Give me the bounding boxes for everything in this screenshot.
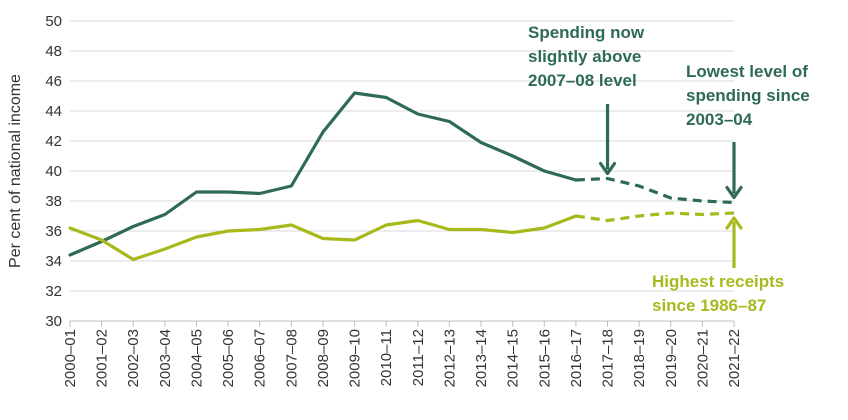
x-tick-label: 2000–01 bbox=[62, 329, 79, 387]
x-tick-label: 2004–05 bbox=[188, 329, 205, 387]
y-tick-label: 38 bbox=[45, 193, 62, 210]
y-tick-label: 46 bbox=[45, 73, 62, 90]
x-tick-label: 2016–17 bbox=[568, 329, 585, 387]
annotations: Spending now slightly above 2007–08 level L… bbox=[528, 23, 810, 315]
arrow-head bbox=[598, 161, 617, 176]
annotation-lowest-spending-line: spending since bbox=[686, 86, 810, 105]
annotation-lowest-spending-line: Lowest level of bbox=[686, 62, 808, 81]
x-tick-label: 2002–03 bbox=[125, 329, 142, 387]
y-axis-title: Per cent of national income bbox=[7, 74, 24, 268]
annotation-arrow-highest-receipts bbox=[725, 216, 743, 268]
receipts-line-forecast bbox=[575, 211, 735, 223]
x-tick-label: 2017–18 bbox=[600, 329, 617, 387]
x-tick-label: 2019–20 bbox=[663, 329, 680, 387]
x-tick-label: 2009–10 bbox=[347, 329, 364, 387]
y-tick-label: 40 bbox=[45, 163, 62, 180]
arrow-head bbox=[725, 216, 743, 230]
series-lines bbox=[68, 91, 735, 262]
annotation-spending-above-2007-line: Spending now bbox=[528, 23, 645, 42]
x-tick-label: 2020–21 bbox=[694, 329, 711, 387]
x-tick-label: 2001–02 bbox=[94, 329, 111, 387]
arrow-head bbox=[725, 185, 743, 200]
x-tick-label: 2007–08 bbox=[283, 329, 300, 387]
annotation-spending-above-2007-line: 2007–08 level bbox=[528, 71, 637, 90]
y-tick-label: 36 bbox=[45, 223, 62, 240]
x-tick-label: 2008–09 bbox=[315, 329, 332, 387]
annotation-spending-above-2007-line: slightly above bbox=[528, 47, 641, 66]
x-tick-label: 2021–22 bbox=[726, 329, 743, 387]
annotation-lowest-spending-line: 2003–04 bbox=[686, 110, 753, 129]
x-tick-label: 2010–11 bbox=[378, 329, 395, 386]
x-tick-label: 2003–04 bbox=[157, 329, 174, 387]
gridlines bbox=[70, 20, 734, 322]
x-tick-label: 2014–15 bbox=[505, 329, 522, 387]
annotation-highest-receipts-line: since 1986–87 bbox=[652, 296, 766, 315]
x-tick-label: 2011–12 bbox=[410, 329, 427, 386]
y-tick-label: 32 bbox=[45, 283, 62, 300]
annotation-highest-receipts-line: Highest receipts bbox=[652, 272, 784, 291]
annotation-arrow-spending-above-2007 bbox=[598, 104, 617, 176]
x-tick-label: 2006–07 bbox=[252, 329, 269, 387]
x-tick-label: 2015–16 bbox=[536, 329, 553, 387]
y-tick-label: 44 bbox=[45, 103, 62, 120]
annotation-arrow-lowest-spending bbox=[725, 142, 743, 200]
y-axis: 30 32 34 36 38 40 42 44 46 48 50 bbox=[45, 13, 62, 330]
y-tick-label: 34 bbox=[45, 253, 62, 270]
spending-line-forecast bbox=[575, 176, 735, 205]
spending-line-actual bbox=[68, 91, 578, 257]
y-tick-label: 30 bbox=[45, 313, 62, 330]
x-axis: 2000–01 2001–02 2002–03 2003–04 2004–05 2005–… bbox=[62, 320, 743, 387]
y-tick-label: 42 bbox=[45, 133, 62, 150]
receipts-line-actual bbox=[68, 214, 578, 262]
x-tick-label: 2012–13 bbox=[441, 329, 458, 387]
x-tick-label: 2013–14 bbox=[473, 329, 490, 387]
x-tick-label: 2005–06 bbox=[220, 329, 237, 387]
x-tick-label: 2018–19 bbox=[631, 329, 648, 387]
y-tick-label: 48 bbox=[45, 43, 62, 60]
y-tick-label: 50 bbox=[45, 13, 62, 30]
